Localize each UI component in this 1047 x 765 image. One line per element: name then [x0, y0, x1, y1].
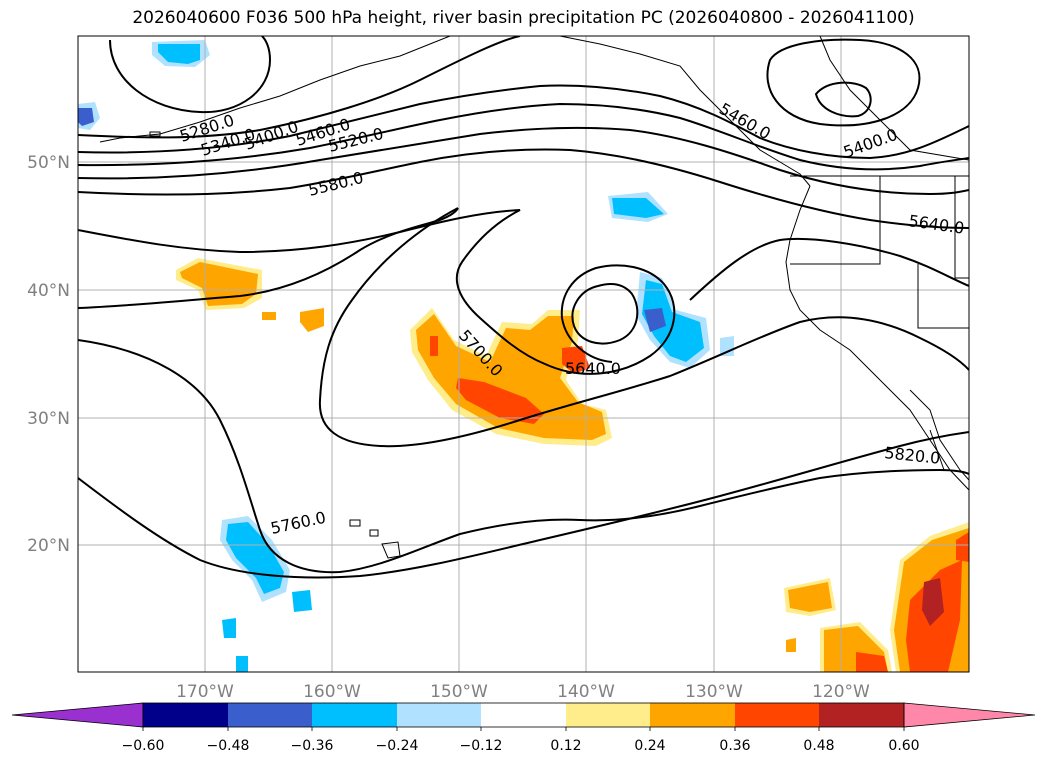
colorbar-tick: −0.36: [291, 738, 334, 754]
coastlines: [99, 36, 969, 491]
negative-anomaly-patch: [236, 656, 248, 672]
colorbar-segment: [228, 703, 312, 727]
map-title: 2026040600 F036 500 hPa height, river ba…: [132, 8, 915, 28]
lat-label: 40°N: [27, 281, 70, 301]
contour-5460: [78, 102, 969, 171]
height-contours: [78, 36, 969, 579]
colorbar-tick: 0.24: [634, 738, 665, 754]
lon-label: 120°W: [812, 682, 870, 702]
contour-5580: [78, 148, 969, 229]
contour-5520: [78, 126, 969, 196]
lon-label: 140°W: [557, 682, 615, 702]
lon-label: 130°W: [685, 682, 743, 702]
colorbar-tick: 0.48: [803, 738, 834, 754]
contour-5820: [78, 431, 969, 579]
colorbar-tick: 0.36: [719, 738, 750, 754]
negative-anomaly-patch: [222, 618, 236, 638]
colorbar-extend-low: [11, 702, 144, 728]
lon-label: 150°W: [430, 682, 488, 702]
colorbar-tick: 0.60: [888, 738, 919, 754]
positive-anomaly-patch: [786, 638, 796, 652]
colorbar-segment: [735, 703, 819, 727]
lat-label: 30°N: [27, 409, 70, 429]
contour-5400-east: [766, 38, 921, 127]
positive-anomaly-patch: [300, 308, 324, 332]
contour-5340: [78, 36, 521, 139]
colorbar-segment: [819, 703, 904, 727]
colorbar-segment: [481, 703, 566, 727]
colorbar-segment: [566, 703, 650, 727]
contour-5640-east: [689, 237, 969, 301]
plot-frame: [77, 35, 970, 673]
contour-5640-inner: [571, 283, 639, 345]
contour-5700: [78, 207, 459, 309]
lat-label: 20°N: [27, 536, 70, 556]
colorbar-segment: [143, 703, 228, 727]
contour-5340-east: [814, 81, 872, 118]
lon-label: 160°W: [303, 682, 361, 702]
contour-5700-b: [318, 207, 969, 448]
lat-label: 50°N: [27, 153, 70, 173]
colorbar-tick: −0.24: [376, 738, 419, 754]
latitude-labels: 50°N 40°N 30°N 20°N: [27, 153, 70, 556]
colorbar-segment: [312, 703, 397, 727]
colorbar-extend-high: [903, 702, 1036, 728]
negative-anomaly-patch: [292, 590, 312, 612]
contour-5280: [109, 36, 272, 114]
contour-5640-trough: [78, 209, 676, 375]
colorbar: −0.60 −0.48 −0.36 −0.24 −0.12 0.12 0.24 …: [11, 702, 1036, 754]
colorbar-tick: −0.60: [122, 738, 165, 754]
colorbar-segment: [650, 703, 735, 727]
contour-5400-west: [78, 84, 969, 160]
positive-anomaly-patch: [262, 312, 276, 320]
precipitation-shading: [78, 40, 969, 672]
lon-label: 170°W: [176, 682, 234, 702]
colorbar-tick: −0.12: [460, 738, 503, 754]
colorbar-tick: 0.12: [550, 738, 581, 754]
colorbar-segment: [397, 703, 481, 727]
longitude-labels: 170°W 160°W 150°W 140°W 130°W 120°W: [176, 682, 870, 702]
colorbar-tick: −0.48: [207, 738, 250, 754]
contour-5760: [78, 339, 969, 574]
contour-label: 5640.0: [565, 359, 621, 378]
